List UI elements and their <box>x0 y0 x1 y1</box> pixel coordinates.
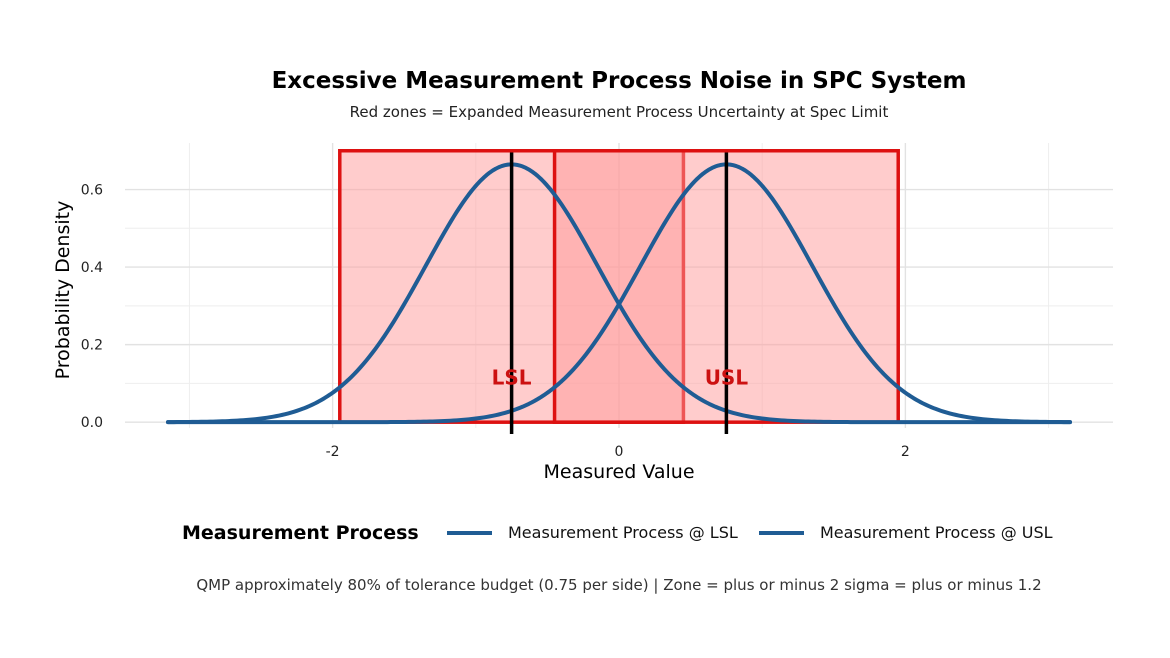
y-axis-ticks: 0.0 0.2 0.4 0.6 <box>81 183 103 432</box>
annotation-usl: USL <box>705 366 749 390</box>
x-axis-title: Measured Value <box>543 461 694 483</box>
density-curve-usl <box>165 162 1073 425</box>
legend-label-usl: Measurement Process @ USL <box>820 523 1053 542</box>
legend-label-lsl: Measurement Process @ LSL <box>508 523 738 542</box>
plot-area: LSL USL <box>125 143 1113 434</box>
density-curves <box>165 162 1073 425</box>
legend-title: Measurement Process <box>182 522 419 544</box>
chart-title: Excessive Measurement Process Noise in S… <box>272 68 967 94</box>
spec-limit-lines <box>509 152 729 434</box>
y-tick-label: 0.2 <box>81 338 103 354</box>
x-tick-label: 0 <box>615 444 624 460</box>
y-tick-label: 0.0 <box>81 415 103 431</box>
x-axis-ticks: -2 0 2 <box>326 444 910 460</box>
x-tick-label: -2 <box>326 444 340 460</box>
spec-limit-annotations: LSL USL <box>492 366 749 390</box>
chart-subtitle: Red zones = Expanded Measurement Process… <box>350 103 889 121</box>
y-axis-title: Probability Density <box>52 201 74 380</box>
uncertainty-zones <box>338 149 900 424</box>
x-tick-label: 2 <box>901 444 910 460</box>
chart-caption: QMP approximately 80% of tolerance budge… <box>196 576 1041 594</box>
legend: Measurement Process Measurement Process … <box>182 522 1053 544</box>
y-tick-label: 0.6 <box>81 183 103 199</box>
y-tick-label: 0.4 <box>81 260 103 276</box>
annotation-lsl: LSL <box>492 366 532 390</box>
